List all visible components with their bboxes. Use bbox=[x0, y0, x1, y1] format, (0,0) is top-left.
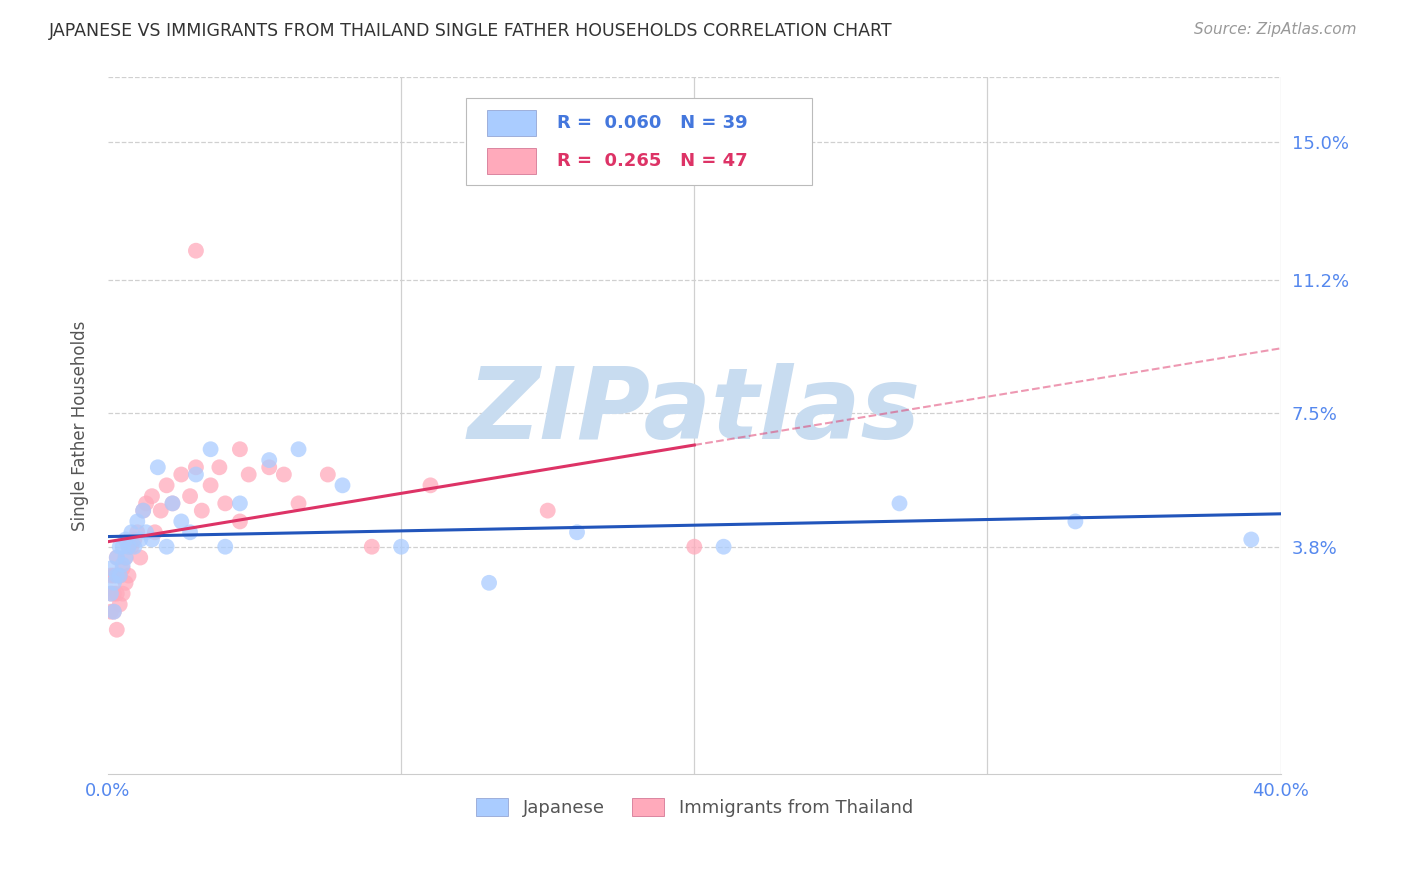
Point bbox=[129, 533, 152, 547]
Point bbox=[108, 568, 131, 582]
Point bbox=[208, 460, 231, 475]
Point bbox=[229, 496, 252, 510]
Point bbox=[108, 568, 131, 582]
Point bbox=[200, 442, 222, 457]
Point bbox=[332, 478, 354, 492]
Point bbox=[143, 525, 166, 540]
Point bbox=[683, 540, 706, 554]
Point bbox=[360, 540, 382, 554]
Y-axis label: Single Father Households: Single Father Households bbox=[72, 320, 89, 531]
Point bbox=[184, 244, 207, 258]
Point bbox=[114, 533, 136, 547]
Point bbox=[184, 460, 207, 475]
Point bbox=[132, 503, 155, 517]
Point bbox=[170, 467, 193, 482]
Point bbox=[316, 467, 339, 482]
Point bbox=[135, 496, 157, 510]
Point bbox=[135, 525, 157, 540]
Point bbox=[179, 525, 201, 540]
Point bbox=[287, 442, 309, 457]
Point bbox=[257, 453, 280, 467]
Point bbox=[105, 550, 128, 565]
Point bbox=[565, 525, 588, 540]
Point bbox=[141, 489, 163, 503]
Point bbox=[229, 515, 252, 529]
Bar bbox=[486, 148, 536, 174]
Point bbox=[273, 467, 295, 482]
Point bbox=[132, 503, 155, 517]
Point bbox=[111, 558, 134, 572]
Point bbox=[117, 540, 139, 554]
Point bbox=[114, 575, 136, 590]
Point bbox=[108, 540, 131, 554]
Point bbox=[238, 467, 260, 482]
Point bbox=[103, 575, 125, 590]
Text: R =  0.265   N = 47: R = 0.265 N = 47 bbox=[557, 152, 748, 170]
Point bbox=[124, 540, 146, 554]
Point bbox=[713, 540, 735, 554]
Point bbox=[149, 503, 172, 517]
Point bbox=[111, 561, 134, 575]
Point bbox=[129, 550, 152, 565]
Point bbox=[170, 515, 193, 529]
Point bbox=[389, 540, 412, 554]
Point bbox=[200, 478, 222, 492]
Point bbox=[105, 587, 128, 601]
Point bbox=[889, 496, 911, 510]
Point bbox=[105, 623, 128, 637]
Point bbox=[100, 568, 122, 582]
Point bbox=[537, 503, 560, 517]
Point bbox=[287, 496, 309, 510]
FancyBboxPatch shape bbox=[465, 98, 811, 186]
Point bbox=[214, 540, 236, 554]
Point bbox=[103, 605, 125, 619]
Text: ZIPatlas: ZIPatlas bbox=[468, 363, 921, 460]
Point bbox=[1064, 515, 1087, 529]
Point bbox=[141, 533, 163, 547]
Point bbox=[103, 587, 125, 601]
Point bbox=[162, 496, 184, 510]
Point bbox=[100, 587, 122, 601]
Point bbox=[105, 550, 128, 565]
Point bbox=[162, 496, 184, 510]
Text: R =  0.060   N = 39: R = 0.060 N = 39 bbox=[557, 113, 748, 132]
Point bbox=[111, 587, 134, 601]
Point bbox=[214, 496, 236, 510]
Point bbox=[156, 540, 179, 554]
Point bbox=[117, 540, 139, 554]
Point bbox=[100, 561, 122, 575]
Bar bbox=[486, 110, 536, 136]
Point bbox=[179, 489, 201, 503]
Point bbox=[1240, 533, 1263, 547]
Legend: Japanese, Immigrants from Thailand: Japanese, Immigrants from Thailand bbox=[468, 790, 920, 824]
Point bbox=[229, 442, 252, 457]
Point bbox=[419, 478, 441, 492]
Point bbox=[114, 550, 136, 565]
Point bbox=[191, 503, 214, 517]
Text: JAPANESE VS IMMIGRANTS FROM THAILAND SINGLE FATHER HOUSEHOLDS CORRELATION CHART: JAPANESE VS IMMIGRANTS FROM THAILAND SIN… bbox=[49, 22, 893, 40]
Point bbox=[120, 540, 142, 554]
Point bbox=[103, 568, 125, 582]
Point bbox=[117, 568, 139, 582]
Point bbox=[127, 515, 149, 529]
Point bbox=[478, 575, 501, 590]
Point bbox=[114, 550, 136, 565]
Point bbox=[127, 525, 149, 540]
Text: Source: ZipAtlas.com: Source: ZipAtlas.com bbox=[1194, 22, 1357, 37]
Point bbox=[184, 467, 207, 482]
Point bbox=[103, 605, 125, 619]
Point bbox=[111, 540, 134, 554]
Point bbox=[100, 605, 122, 619]
Point bbox=[156, 478, 179, 492]
Point bbox=[146, 460, 169, 475]
Point bbox=[257, 460, 280, 475]
Point bbox=[108, 598, 131, 612]
Point bbox=[124, 533, 146, 547]
Point bbox=[105, 568, 128, 582]
Point bbox=[120, 525, 142, 540]
Point bbox=[100, 587, 122, 601]
